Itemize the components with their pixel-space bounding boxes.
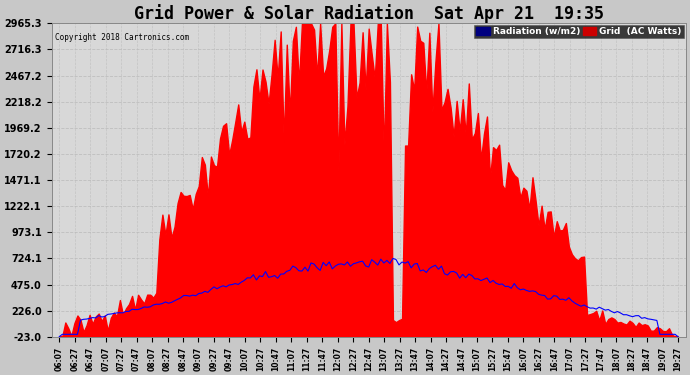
Title: Grid Power & Solar Radiation  Sat Apr 21  19:35: Grid Power & Solar Radiation Sat Apr 21 … — [134, 4, 604, 23]
Legend: Radiation (w/m2), Grid  (AC Watts): Radiation (w/m2), Grid (AC Watts) — [474, 25, 684, 38]
Text: Copyright 2018 Cartronics.com: Copyright 2018 Cartronics.com — [55, 33, 189, 42]
